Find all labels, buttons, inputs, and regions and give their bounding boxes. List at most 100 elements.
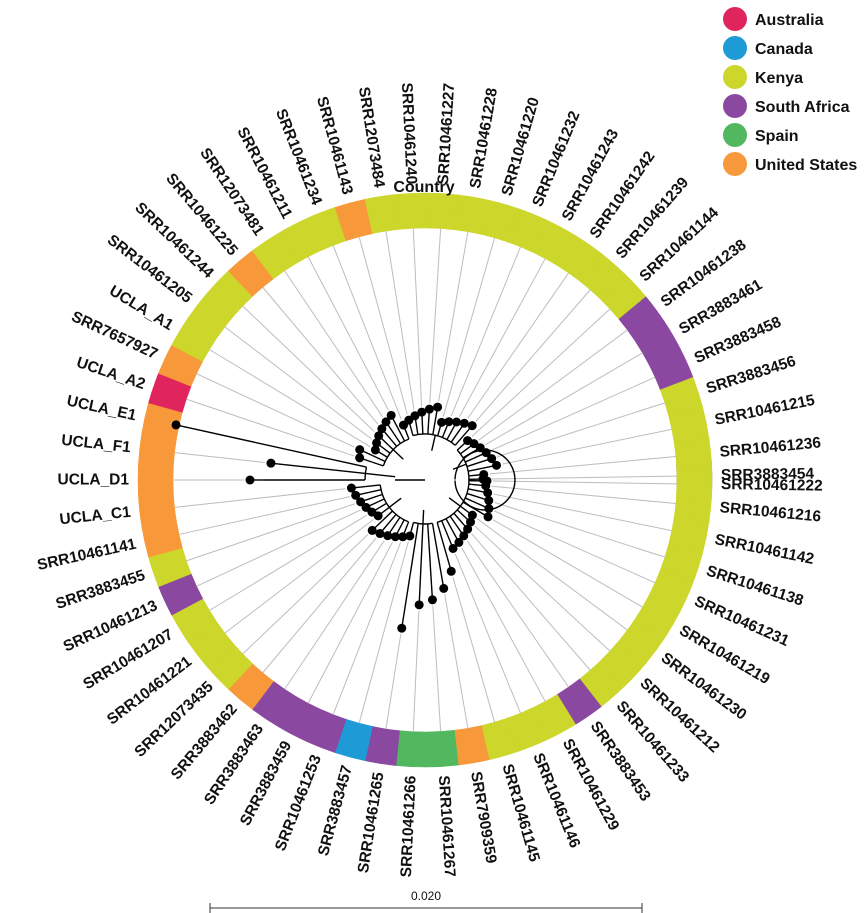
tree-branch [464, 497, 477, 504]
tip-node [467, 421, 477, 431]
tip-label: UCLA_D1 [58, 472, 130, 489]
tip-node [377, 424, 387, 434]
tip-label: UCLA_F1 [60, 432, 132, 457]
tip-connector [489, 455, 676, 475]
tree-branch [422, 509, 425, 524]
tip-connector [471, 308, 611, 437]
tip-node [398, 532, 408, 542]
tip-label: SRR10461216 [719, 499, 822, 525]
tip-node [355, 445, 365, 455]
tip-connector [452, 576, 496, 723]
tip-label: SRR12073484 [355, 86, 388, 189]
tip-node [439, 583, 449, 593]
tip-node [405, 531, 415, 541]
tip-connector [224, 519, 374, 634]
ring-segment [137, 464, 174, 496]
tree-branch [411, 433, 414, 436]
tree-branch [445, 518, 453, 531]
tip-connector [186, 398, 355, 457]
tip-node [444, 417, 454, 427]
tip-node [390, 532, 400, 542]
legend-swatch [723, 36, 747, 60]
tip-label: SRR10461220 [499, 95, 543, 197]
tree-branch [427, 523, 433, 586]
tip-connector [332, 542, 402, 715]
scale-bar-label: 0.020 [411, 889, 441, 903]
tip-node [171, 420, 181, 430]
tree-branch [466, 462, 479, 468]
tree-branch [189, 427, 367, 468]
tip-connector [491, 376, 656, 451]
tip-connector [209, 349, 371, 448]
legend-swatch [723, 152, 747, 176]
tip-node [466, 517, 476, 527]
tip-node [424, 404, 434, 414]
tip-label: SRR10461227 [435, 83, 458, 186]
tip-connector [178, 496, 350, 535]
tip-connector [485, 352, 643, 446]
tip-label: UCLA_E1 [65, 393, 138, 425]
tip-label: SRR10461265 [355, 771, 388, 874]
tip-node [414, 600, 424, 610]
tip-node [482, 476, 492, 486]
tip-connector [432, 605, 442, 732]
tip-node [361, 502, 371, 512]
tree-branch [393, 433, 402, 444]
tip-connector [502, 428, 672, 465]
ring-segment [395, 192, 428, 230]
tip-node [452, 417, 462, 427]
legend-label: Kenya [755, 70, 803, 87]
tree-branch [431, 435, 436, 451]
tip-connector [492, 519, 643, 608]
tip-node [454, 537, 464, 547]
tip-connector [458, 258, 546, 417]
tip-connector [196, 509, 361, 587]
tip-label: SRR10461240 [398, 82, 420, 184]
legend: Australia Canada Kenya South Africa Spai… [723, 7, 857, 176]
tip-node [245, 475, 255, 485]
tip-node [484, 496, 494, 506]
tree-branch [450, 434, 457, 443]
ring-segment [673, 437, 713, 471]
tip-connector [474, 525, 611, 652]
tip-connector [209, 514, 368, 611]
tip-label: SRR3883457 [315, 763, 356, 857]
tree-branch [427, 423, 430, 435]
tip-label: UCLA_A2 [74, 354, 147, 393]
tree-branches [171, 402, 516, 633]
tip-connector [412, 228, 423, 407]
tree-branch [452, 463, 467, 470]
tree-branch [372, 461, 384, 467]
tree-branch [388, 497, 402, 508]
tree-branch [373, 493, 383, 498]
tip-label: SRR10461267 [435, 775, 458, 878]
country-ring [137, 192, 713, 768]
tip-connector-lines [170, 228, 677, 732]
tip-connector [442, 237, 496, 417]
tip-node [397, 623, 407, 633]
tip-node [446, 566, 456, 576]
tree-branch [441, 520, 449, 536]
tree-branch [378, 498, 385, 503]
tip-connector [358, 541, 409, 724]
tree-branch [454, 435, 464, 446]
tip-connector [429, 228, 442, 404]
tip-connector [476, 518, 628, 631]
legend-swatch [723, 94, 747, 118]
tip-node [427, 595, 437, 605]
ring-segment [426, 729, 459, 768]
tip-node [370, 445, 380, 455]
tip-node [459, 531, 469, 541]
tip-label: SRR10461142 [713, 531, 815, 568]
tip-label: SRR10461145 [499, 762, 543, 864]
tip-connector [242, 534, 369, 655]
tip-connector [471, 533, 591, 671]
ring-title: Country [393, 179, 454, 196]
tree-branch [449, 515, 457, 525]
tip-connector [358, 236, 408, 415]
tip-connector [186, 503, 356, 562]
tree-branch [364, 466, 368, 481]
tip-connector [494, 501, 666, 558]
tree-branch [466, 492, 476, 497]
